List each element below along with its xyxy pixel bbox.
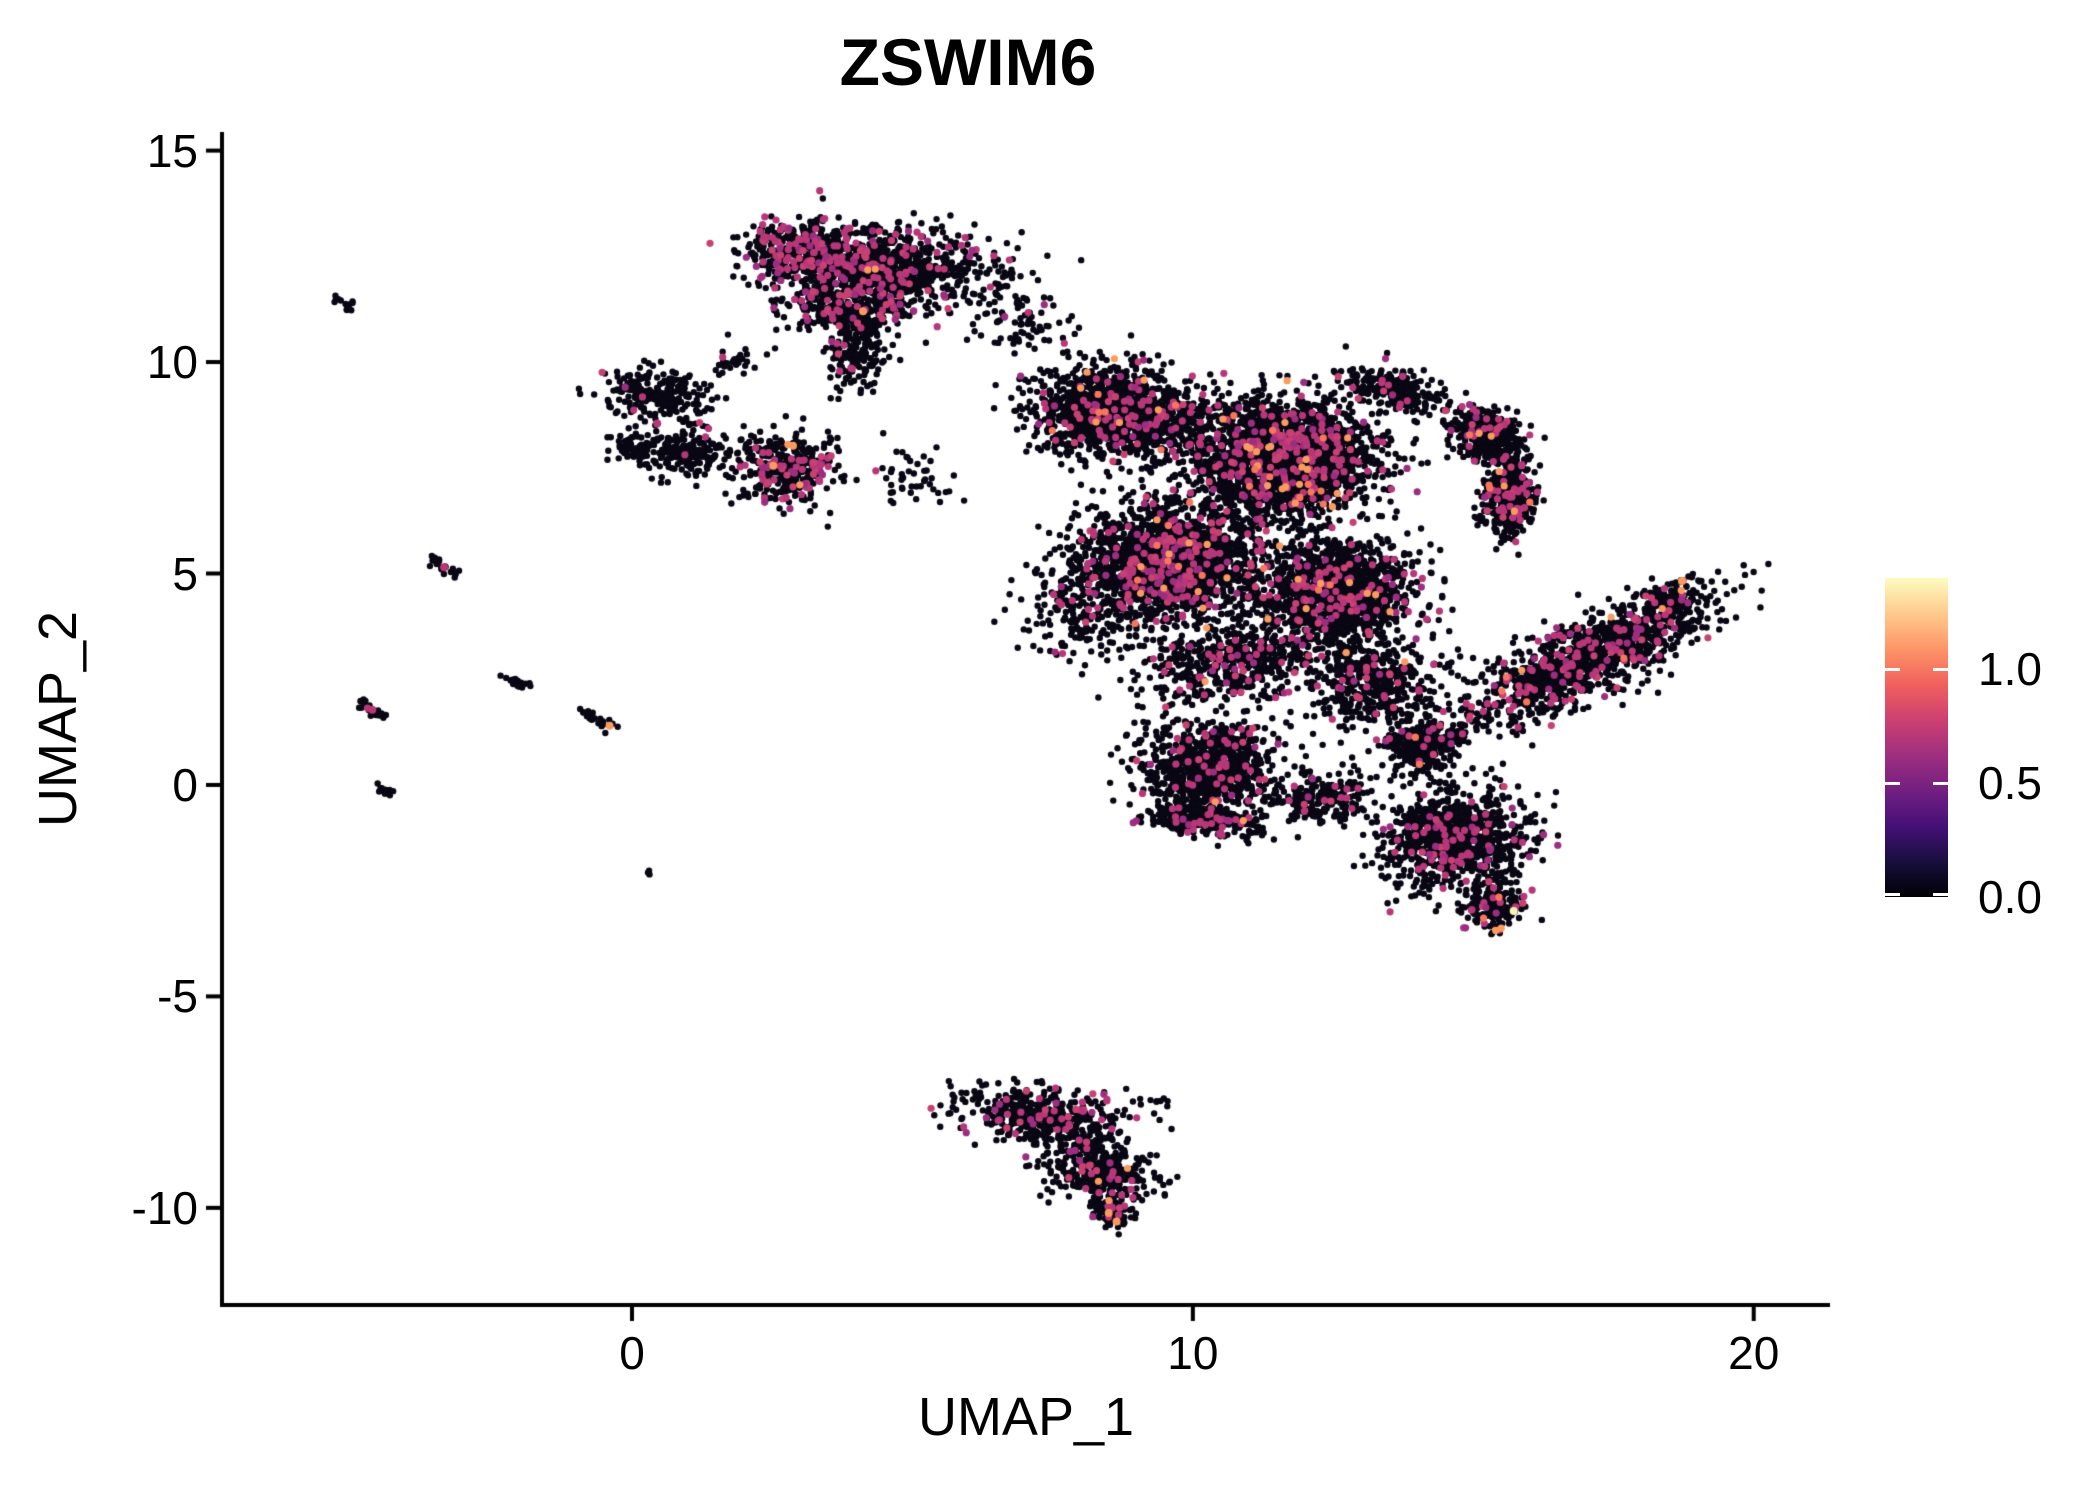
legend-label-1.0: 1.0 <box>1978 643 2042 696</box>
legend-tick-notch <box>1885 667 1900 671</box>
legend-tick-notch <box>1933 781 1948 785</box>
y-tick-label--10: -10 <box>131 1181 198 1234</box>
legend-label-0.5: 0.5 <box>1978 757 2042 810</box>
x-tick-label-10: 10 <box>1167 1327 1219 1379</box>
x-tick-label-20: 20 <box>1728 1327 1780 1379</box>
legend-tick-notch <box>1885 781 1900 785</box>
legend-label-0.0: 0.0 <box>1978 871 2042 923</box>
x-tick-label-0: 0 <box>619 1327 645 1379</box>
plot-title: ZSWIM6 <box>839 25 1097 99</box>
y-tick-label--5: -5 <box>157 970 198 1023</box>
y-tick-label-5: 5 <box>172 547 198 600</box>
legend-tick-notch <box>1933 667 1948 671</box>
y-tick-label-0: 0 <box>172 758 198 811</box>
legend-tick-notch <box>1933 892 1948 896</box>
legend-tick-notch <box>1885 892 1900 896</box>
x-axis-title: UMAP_1 <box>917 1387 1135 1447</box>
legend-gradient-bar <box>1885 578 1948 897</box>
y-tick-label-15: 15 <box>146 124 198 177</box>
y-tick-label-10: 10 <box>146 336 198 389</box>
